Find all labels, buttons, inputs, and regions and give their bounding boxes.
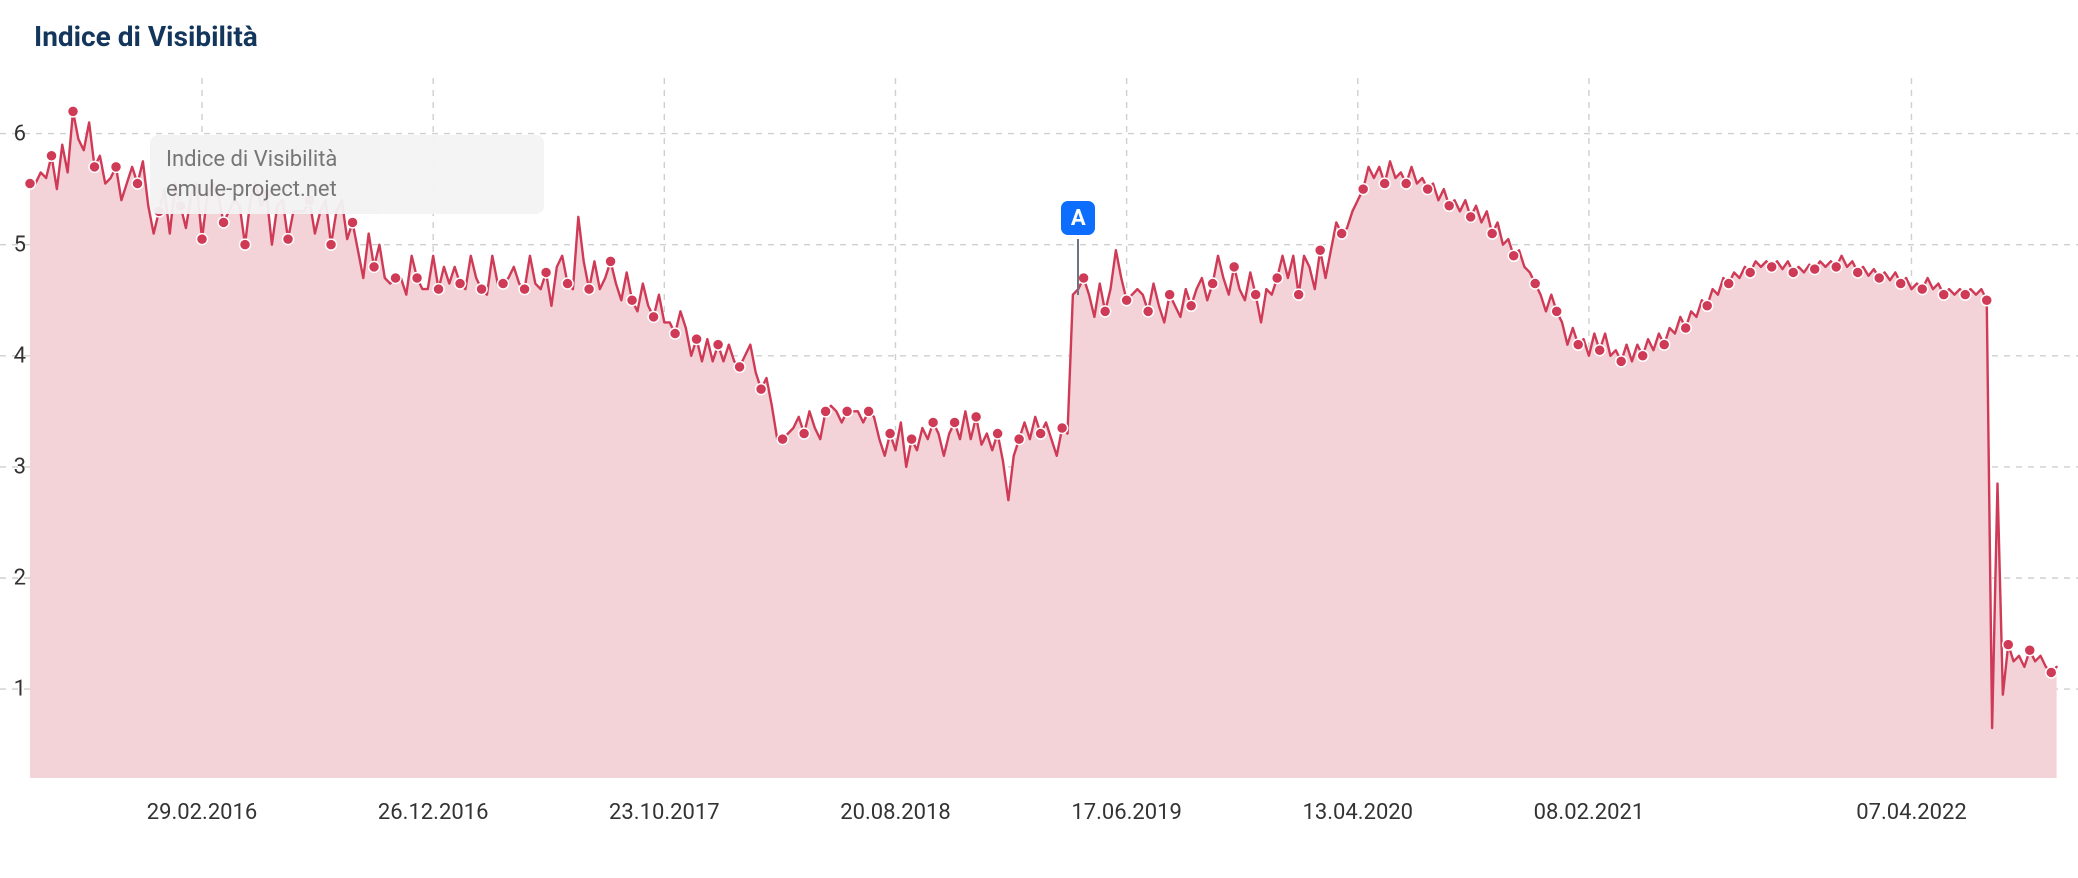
x-tick-label: 20.08.2018 <box>840 800 951 825</box>
chart-title: Indice di Visibilità <box>34 20 258 53</box>
x-tick-label: 17.06.2019 <box>1071 800 1182 825</box>
x-tick-label: 23.10.2017 <box>609 800 720 825</box>
y-tick-label: 2 <box>6 566 26 591</box>
y-tick-label: 3 <box>6 454 26 479</box>
event-marker-stem <box>1077 239 1079 295</box>
x-axis: 29.02.2016 26.12.2016 23.10.2017 20.08.2018… <box>0 790 2078 830</box>
tooltip-subtitle: emule-project.net <box>166 175 526 205</box>
y-tick-label: 5 <box>6 232 26 257</box>
y-tick-label: 6 <box>6 121 26 146</box>
tooltip-title: Indice di Visibilità <box>166 145 526 175</box>
y-tick-label: 4 <box>6 343 26 368</box>
event-marker-label: A <box>1071 206 1086 231</box>
x-tick-label: 13.04.2020 <box>1303 800 1414 825</box>
chart-tooltip: Indice di Visibilità emule-project.net <box>150 135 544 214</box>
x-tick-label: 26.12.2016 <box>378 800 489 825</box>
event-marker-badge[interactable]: A <box>1061 201 1095 235</box>
visibility-chart-container: Indice di Visibilità 1 2 3 4 5 6 29.02.2016 26… <box>0 0 2078 878</box>
x-tick-label: 29.02.2016 <box>147 800 258 825</box>
y-tick-label: 1 <box>6 677 26 702</box>
x-tick-label: 08.02.2021 <box>1534 800 1645 825</box>
x-tick-label: 07.04.2022 <box>1856 800 1967 825</box>
